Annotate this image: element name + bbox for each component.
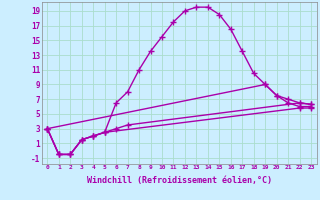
X-axis label: Windchill (Refroidissement éolien,°C): Windchill (Refroidissement éolien,°C): [87, 176, 272, 185]
